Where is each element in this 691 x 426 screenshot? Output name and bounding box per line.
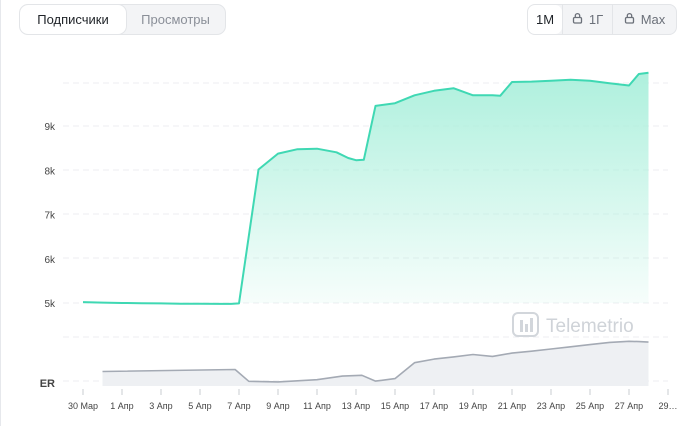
lock-icon — [624, 5, 635, 34]
range-1y-label: 1Г — [588, 12, 604, 27]
x-tick-label: 23 Апр — [537, 401, 565, 411]
y-tick-label: 8k — [44, 166, 56, 177]
x-tick-label: 25 Апр — [576, 401, 604, 411]
x-tick-label: 15 Апр — [381, 401, 409, 411]
y-tick-label: 6k — [44, 255, 56, 266]
x-tick-label: 3 Апр — [149, 401, 172, 411]
lock-icon — [572, 5, 583, 34]
y-axis: 5k 6k 7k 8k 9k ER — [40, 122, 56, 390]
er-line — [102, 340, 649, 383]
x-tick-label: 7 Апр — [227, 401, 250, 411]
range-1y-button[interactable]: 1Г — [562, 5, 612, 34]
panel-left-border — [0, 0, 1, 426]
y-tick-label: 5k — [44, 299, 56, 310]
subscribers-line — [82, 71, 649, 305]
telemetrio-watermark: Telemetrio — [512, 312, 634, 337]
x-axis: 30 Мар 1 Апр 3 Апр 5 Апр 7 Апр 9 Апр 11 Апр 13 … — [68, 389, 678, 411]
x-tick-label: 9 Апр — [266, 401, 289, 411]
x-tick-label: 29… — [658, 401, 677, 411]
metric-tabs: Подписчики Просмотры — [19, 4, 226, 35]
range-1m-button[interactable]: 1М — [528, 5, 562, 34]
range-max-label: Max — [640, 12, 666, 27]
er-area — [102, 341, 649, 386]
er-axis-label: ER — [40, 378, 55, 390]
x-tick-label: 5 Апр — [188, 401, 211, 411]
x-tick-label: 13 Апр — [342, 401, 370, 411]
x-tick-label: 30 Мар — [68, 401, 98, 411]
range-max-button[interactable]: Max — [612, 5, 676, 34]
x-tick-label: 11 Апр — [303, 401, 331, 411]
y-tick-label: 9k — [44, 122, 56, 133]
x-tick-label: 1 Апр — [110, 401, 133, 411]
range-selector: 1М 1Г Max — [527, 4, 677, 35]
tab-views[interactable]: Просмотры — [141, 12, 210, 27]
x-tick-label: 21 Апр — [498, 401, 526, 411]
tab-subscribers[interactable]: Подписчики — [20, 5, 126, 34]
x-tick-label: 27 Апр — [615, 401, 643, 411]
range-1m-label: 1М — [535, 12, 555, 27]
subscribers-area — [83, 72, 649, 304]
er-series — [102, 340, 649, 386]
y-tick-label: 7k — [44, 211, 56, 222]
subscribers-series — [82, 71, 649, 305]
x-tick-label: 19 Апр — [459, 401, 487, 411]
watermark-text: Telemetrio — [546, 316, 634, 337]
x-tick-label: 17 Апр — [420, 401, 448, 411]
